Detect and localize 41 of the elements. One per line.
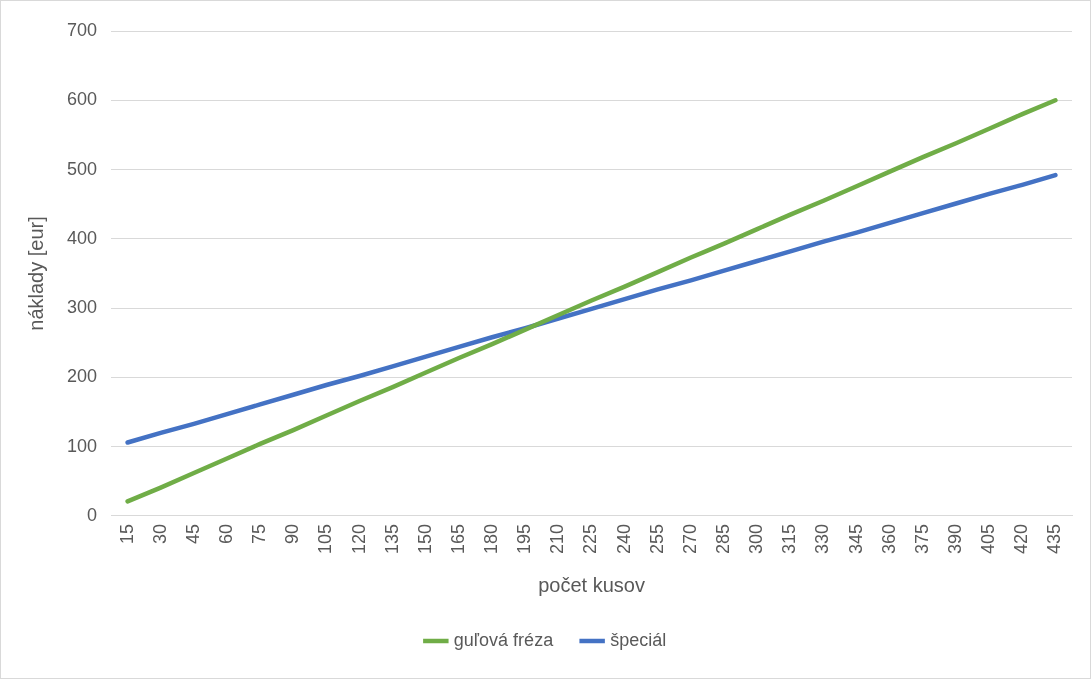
- x-tick-label: 420: [1011, 523, 1032, 555]
- x-tick-label: 240: [613, 523, 634, 555]
- x-tick-label: 195: [514, 523, 535, 555]
- x-tick-label: 345: [845, 523, 866, 555]
- y-tick-label: 600: [66, 89, 98, 110]
- x-tick-label: 75: [249, 523, 270, 544]
- x-tick-label: 285: [713, 523, 734, 555]
- x-tick-label: 120: [348, 523, 369, 555]
- x-tick-label: 390: [944, 523, 965, 555]
- x-tick-label: 60: [215, 523, 236, 544]
- x-tick-label: 435: [1044, 523, 1065, 555]
- x-tick-label: 45: [182, 523, 203, 544]
- x-tick-label: 375: [911, 523, 932, 555]
- y-axis-title: náklady [eur]: [24, 216, 47, 331]
- x-tick-label: 165: [447, 523, 468, 555]
- y-tick-label: 500: [66, 158, 98, 179]
- x-tick-label: 30: [149, 523, 170, 544]
- legend-label: špeciál: [610, 629, 667, 650]
- x-tick-label: 150: [414, 523, 435, 555]
- x-tick-label: 315: [779, 523, 800, 555]
- y-tick-label: 300: [66, 297, 98, 318]
- x-tick-label: 270: [679, 523, 700, 555]
- x-tick-label: 90: [282, 523, 303, 544]
- x-tick-label: 330: [812, 523, 833, 555]
- x-tick-label: 210: [547, 523, 568, 555]
- y-tick-label: 0: [87, 504, 98, 525]
- x-tick-label: 255: [646, 523, 667, 555]
- legend-label: guľová fréza: [453, 629, 555, 650]
- x-tick-label: 105: [315, 523, 336, 555]
- x-axis-title: počet kusov: [538, 573, 645, 596]
- x-tick-label: 300: [746, 523, 767, 555]
- x-tick-label: 135: [381, 523, 402, 555]
- x-tick-label: 225: [580, 523, 601, 555]
- y-tick-label: 400: [66, 227, 98, 248]
- y-tick-label: 100: [66, 435, 98, 456]
- x-tick-label: 180: [481, 523, 502, 555]
- x-tick-label: 405: [978, 523, 999, 555]
- y-tick-label: 200: [66, 366, 98, 387]
- x-tick-label: 15: [116, 523, 137, 544]
- x-tick-label: 360: [878, 523, 899, 555]
- y-tick-label: 700: [66, 19, 98, 40]
